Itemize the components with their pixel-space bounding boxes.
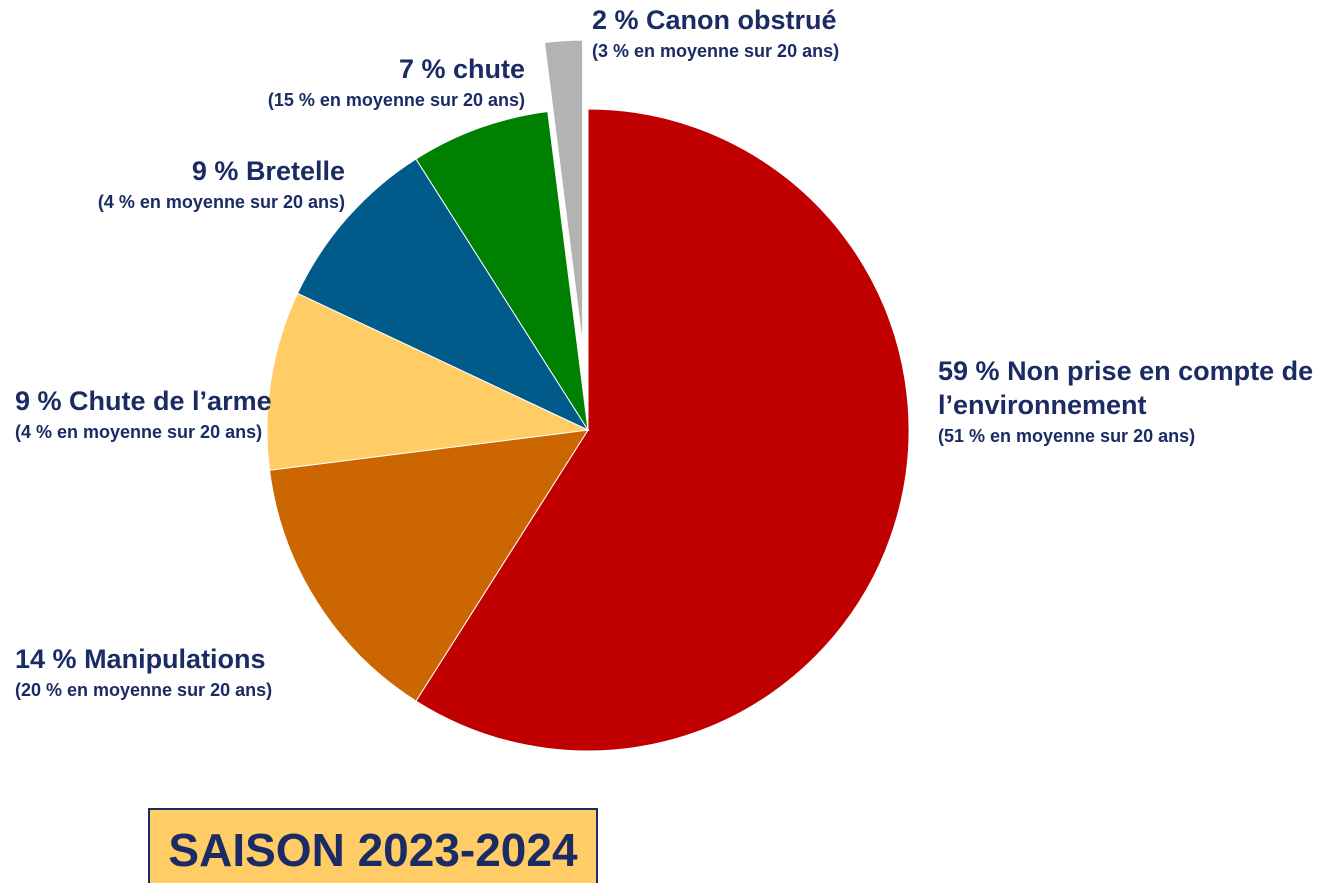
chart-title: SAISON 2023-2024 bbox=[168, 824, 578, 876]
slice-label-main: 9 % Bretelle bbox=[0, 155, 345, 189]
average-label: (3 % en moyenne sur 20 ans) bbox=[592, 40, 840, 61]
slice-label: 2 % Canon obstrué (3 % en moyenne sur 20 … bbox=[592, 4, 992, 62]
slice-label-main: 14 % Manipulations bbox=[15, 643, 415, 677]
category-label: Chute de l’arme bbox=[69, 386, 272, 416]
category-label: chute bbox=[452, 54, 525, 84]
pie-slice bbox=[541, 37, 586, 361]
slice-label: 59 % Non prise en compte de l’environnem… bbox=[938, 355, 1338, 447]
slice-label-main: 59 % Non prise en compte de l’environnem… bbox=[938, 355, 1338, 423]
average-label: (51 % en moyenne sur 20 ans) bbox=[938, 425, 1196, 446]
pie-slice bbox=[266, 292, 590, 471]
value-label: 9 % bbox=[191, 156, 239, 186]
category-label: Canon obstrué bbox=[646, 5, 837, 35]
value-label: 9 % bbox=[15, 386, 62, 416]
slice-label: 9 % Bretelle (4 % en moyenne sur 20 ans) bbox=[0, 155, 345, 213]
pie-slice bbox=[268, 429, 589, 702]
slice-label-main: 9 % Chute de l’arme bbox=[15, 385, 415, 419]
title-box: SAISON 2023-2024 bbox=[148, 808, 598, 883]
slice-label: 14 % Manipulations (20 % en moyenne sur 2… bbox=[15, 643, 415, 701]
value-label: 59 % bbox=[938, 356, 1000, 386]
slice-label: 9 % Chute de l’arme (4 % en moyenne sur 2… bbox=[15, 385, 415, 443]
category-label: Non prise en compte de l’environnement bbox=[938, 356, 1314, 420]
average-label: (4 % en moyenne sur 20 ans) bbox=[97, 191, 345, 212]
value-label: 7 % bbox=[398, 54, 446, 84]
value-label: 14 % bbox=[15, 644, 77, 674]
pie-slice bbox=[296, 158, 590, 432]
average-label: (20 % en moyenne sur 20 ans) bbox=[15, 679, 273, 700]
pie-slice bbox=[415, 108, 910, 752]
category-label: Manipulations bbox=[84, 644, 266, 674]
value-label: 2 % bbox=[592, 5, 639, 35]
average-label: (4 % en moyenne sur 20 ans) bbox=[15, 421, 263, 442]
category-label: Bretelle bbox=[245, 156, 345, 186]
slice-label-main: 7 % chute bbox=[125, 53, 525, 87]
pie-slice bbox=[415, 110, 589, 431]
slice-label: 7 % chute (15 % en moyenne sur 20 ans) bbox=[125, 53, 525, 111]
average-label: (15 % en moyenne sur 20 ans) bbox=[267, 89, 525, 110]
slice-label-main: 2 % Canon obstrué bbox=[592, 4, 992, 38]
